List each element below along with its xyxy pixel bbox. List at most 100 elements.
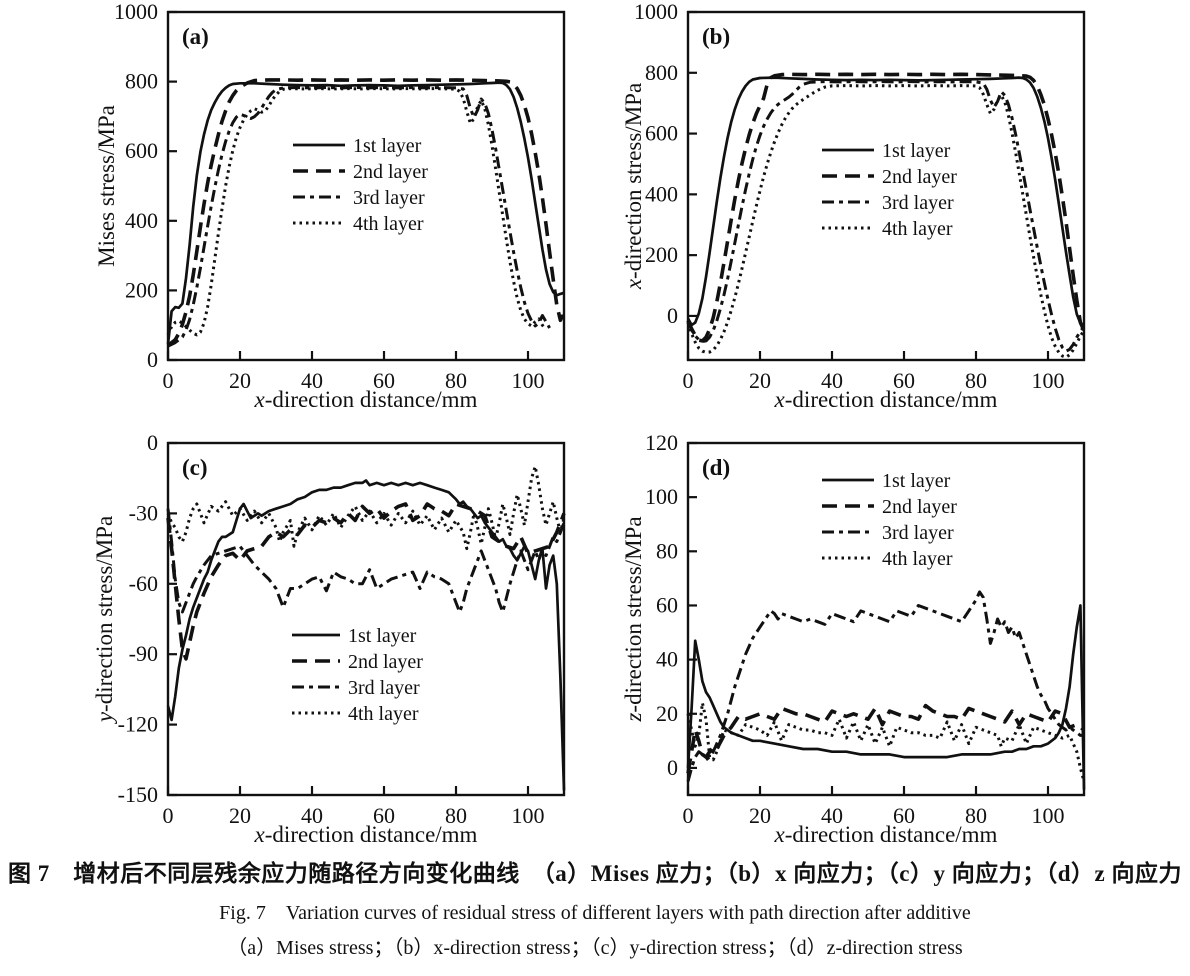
legend-label: 3rd layer	[348, 677, 420, 699]
x-tick-label: 0	[683, 368, 694, 393]
series-c-3rd-layer	[166, 508, 566, 614]
x-tick-label: 0	[163, 368, 174, 393]
y-tick-label: -150	[118, 782, 158, 807]
y-tick-label: 120	[645, 430, 678, 455]
series-c-4th-layer	[166, 465, 566, 551]
legend-label: 1st layer	[348, 625, 417, 647]
chart-d: 0 20 40 60 80 100 0 20 40 60 80 100 120 (d) x-directio…	[621, 430, 1086, 847]
chart-b: 0 20 40 60 80 10002004006008001000(b)x-direct…	[621, 0, 1086, 412]
x-axis-label: x-direction distance/mm	[254, 822, 478, 847]
chart-a: 0 20 40 60 80 10002004006008001000(a)x-direct…	[94, 0, 566, 412]
legend-label: 2nd layer	[882, 166, 957, 188]
x-tick-label: 80	[965, 803, 987, 828]
legend-label: 3rd layer	[353, 187, 425, 209]
legend-entry-1st-layer: 1st layer	[822, 470, 951, 492]
x-tick-label: 0	[163, 803, 174, 828]
chart-c: 0 20 40 60 80 100 0 -30 -60 -90 -120 -150 (c) x-direc…	[92, 430, 566, 847]
y-axis-label: Mises stress/MPa	[94, 105, 119, 267]
y-tick-label: 0	[147, 347, 158, 372]
legend-entry-3rd-layer: 3rd layer	[292, 677, 420, 699]
x-tick-label: 80	[965, 368, 987, 393]
x-axis-label: x-direction distance/mm	[254, 387, 478, 412]
legend-label: 3rd layer	[882, 192, 954, 214]
series-b-3rd-layer	[686, 80, 1086, 353]
legend-label: 2nd layer	[348, 651, 423, 673]
series-b-1st-layer	[686, 76, 1085, 327]
plot-frame	[166, 441, 566, 797]
y-tick-label: 400	[125, 208, 158, 233]
legend-entry-4th-layer: 4th layer	[292, 703, 419, 725]
y-tick-label: -30	[129, 500, 158, 525]
y-tick-label: 20	[656, 701, 678, 726]
legend-label: 4th layer	[882, 548, 953, 570]
legend-entry-1st-layer: 1st layer	[293, 135, 422, 157]
x-tick-label: 40	[821, 803, 843, 828]
legend-entry-4th-layer: 4th layer	[822, 548, 953, 570]
y-tick-label: 1000	[634, 0, 678, 24]
legend-label: 2nd layer	[882, 496, 957, 518]
y-tick-label: -90	[129, 641, 158, 666]
legend-label: 1st layer	[882, 140, 951, 162]
y-tick-label: -120	[118, 712, 158, 737]
x-tick-label: 60	[373, 368, 395, 393]
x-tick-label: 60	[893, 803, 915, 828]
x-tick-label: 0	[683, 803, 694, 828]
legend-entry-2nd-layer: 2nd layer	[292, 651, 423, 673]
x-tick-label: 100	[512, 803, 545, 828]
x-axis-label: x-direction distance/mm	[774, 822, 998, 847]
y-axis-label: y-direction stress/MPa	[92, 516, 117, 724]
y-tick-label: 200	[125, 277, 158, 302]
series-c-1st-layer	[166, 479, 566, 791]
x-tick-label: 60	[373, 803, 395, 828]
caption-subitems: （a）Mises stress；（b）x-direction stress；（c…	[227, 937, 963, 960]
y-tick-label: 0	[147, 430, 158, 455]
legend-entry-3rd-layer: 3rd layer	[293, 187, 425, 209]
figure-caption: 图 7 增材后不同层残余应力随路径方向变化曲线 （a）Mises 应力；（b）x…	[0, 858, 1190, 962]
y-tick-label: 40	[656, 647, 678, 672]
legend-label: 4th layer	[882, 218, 953, 240]
legend-entry-3rd-layer: 3rd layer	[822, 192, 954, 214]
charts-canvas: 0 20 40 60 80 10002004006008001000(a)x-direct…	[92, 0, 1086, 847]
legend-entry-4th-layer: 4th layer	[293, 213, 424, 235]
y-tick-label: 0	[667, 755, 678, 780]
caption-english: Fig. 7 Variation curves of residual stre…	[219, 902, 971, 925]
series-d-4th-layer	[686, 701, 1086, 782]
y-tick-label: 600	[125, 138, 158, 163]
x-tick-label: 20	[749, 368, 771, 393]
panel-label-c: (c)	[182, 455, 208, 480]
legend-entry-2nd-layer: 2nd layer	[293, 161, 428, 183]
y-axis-label: z-direction stress/MPa	[621, 516, 646, 722]
series-d-2nd-layer	[686, 703, 1086, 774]
legend-label: 4th layer	[353, 213, 424, 235]
legend-label: 1st layer	[353, 135, 422, 157]
x-tick-label: 20	[229, 803, 251, 828]
panel-label-d: (d)	[702, 455, 730, 480]
y-tick-label: -60	[129, 571, 158, 596]
plot-frame	[686, 10, 1086, 362]
legend-label: 4th layer	[348, 703, 419, 725]
y-tick-label: 200	[645, 242, 678, 267]
legend-entry-3rd-layer: 3rd layer	[822, 522, 954, 544]
x-axis-label: x-direction distance/mm	[774, 387, 998, 412]
panel-label-a: (a)	[182, 24, 209, 49]
x-tick-label: 80	[445, 368, 467, 393]
legend-label: 3rd layer	[882, 522, 954, 544]
x-tick-label: 100	[1032, 803, 1065, 828]
legend-label: 1st layer	[882, 470, 951, 492]
x-tick-label: 60	[893, 368, 915, 393]
x-tick-label: 20	[229, 368, 251, 393]
y-tick-label: 60	[656, 592, 678, 617]
y-tick-label: 100	[645, 484, 678, 509]
y-axis-label: x-direction stress/MPa	[621, 83, 646, 290]
legend-entry-1st-layer: 1st layer	[822, 140, 951, 162]
x-tick-label: 40	[301, 368, 323, 393]
series-b-2nd-layer	[686, 72, 1086, 343]
y-tick-label: 400	[645, 181, 678, 206]
y-tick-label: 600	[645, 121, 678, 146]
x-tick-label: 100	[1032, 368, 1065, 393]
y-tick-label: 1000	[114, 0, 158, 24]
plot-frame	[166, 10, 566, 362]
series-d-3rd-layer	[686, 590, 1084, 782]
x-tick-label: 80	[445, 803, 467, 828]
